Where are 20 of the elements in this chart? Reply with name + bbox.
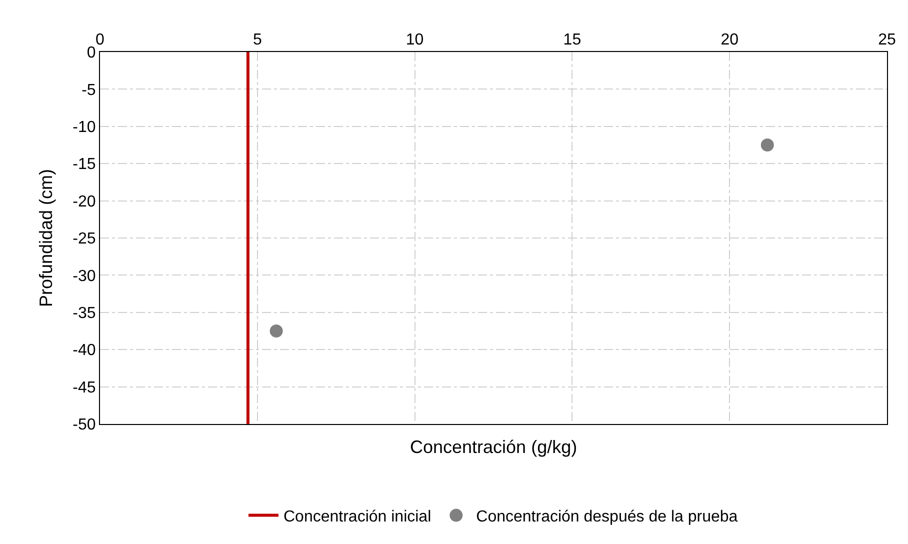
y-tick-label: 0 (86, 44, 96, 62)
x-tick-label: 25 (878, 32, 896, 49)
y-tick-label: -45 (72, 379, 96, 396)
y-tick-label: -25 (72, 230, 96, 248)
x-tick-label: 10 (406, 32, 424, 49)
x-tick-label: 15 (563, 32, 582, 49)
legend-label: Concentración después de la prueba (476, 508, 738, 526)
y-tick-label: -10 (72, 119, 96, 136)
x-tick-label: 5 (252, 32, 262, 49)
y-tick-label: -50 (72, 416, 96, 434)
x-axis-title: Concentración (g/kg) (410, 437, 578, 457)
y-tick-label: -35 (72, 305, 96, 322)
x-tick-label: 20 (720, 32, 739, 49)
y-tick-label: -30 (72, 268, 96, 285)
y-tick-label: -5 (82, 82, 96, 99)
y-tick-label: -15 (72, 156, 96, 174)
legend-label: Concentración inicial (284, 508, 432, 526)
y-tick-label: -40 (72, 342, 96, 360)
y-tick-label: -20 (72, 193, 96, 210)
y-axis-title: Profundidad (cm) (36, 168, 56, 308)
